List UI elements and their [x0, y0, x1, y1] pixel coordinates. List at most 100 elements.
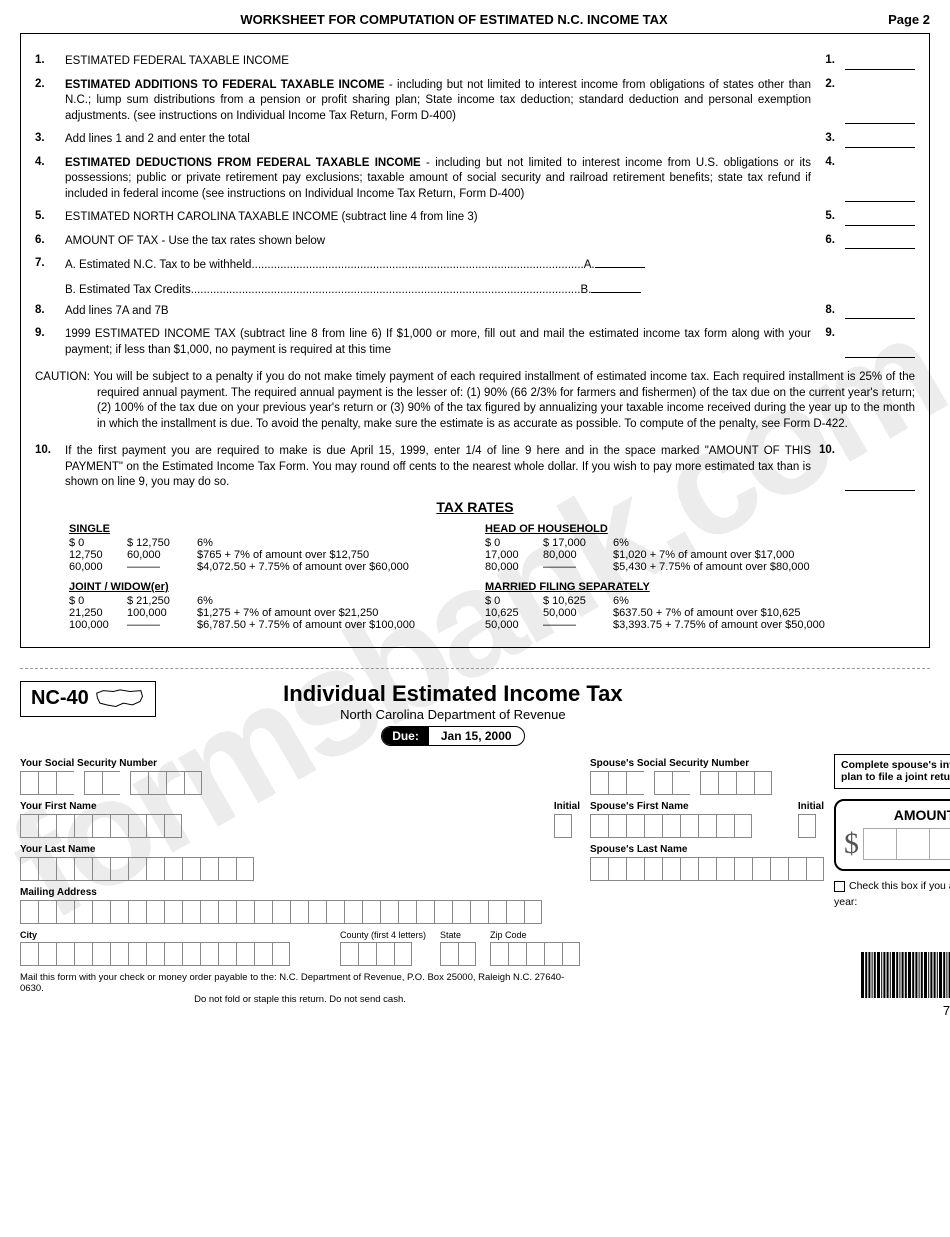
sp-ssn-input[interactable] [590, 771, 824, 795]
amount-title: AMOUNT OF THIS PAYMENT [844, 807, 950, 823]
caution-text: CAUTION: You will be subject to a penalt… [35, 370, 915, 432]
rate-row: $ 0$ 12,7506% [69, 537, 465, 549]
line-7a-mark: A. [584, 259, 595, 271]
single-header: SINGLE [69, 523, 465, 535]
voucher-title: Individual Estimated Income Tax [170, 681, 736, 707]
ssn-input[interactable] [20, 771, 580, 795]
fiscal-check-label: Check this box if you are a fiscal year … [834, 880, 950, 908]
line-7-num: 7. [35, 257, 65, 269]
line-4-lead: ESTIMATED DEDUCTIONS FROM FEDERAL TAXABL… [65, 157, 421, 169]
line-5-blank[interactable] [845, 212, 915, 226]
lname-label: Your Last Name [20, 844, 580, 855]
line-8-text: Add lines 7A and 7B [65, 304, 811, 320]
barcode-number: 7170102001 [834, 1003, 950, 1018]
spouse-note: Complete spouse's information if you and… [834, 754, 950, 789]
line-3-text: Add lines 1 and 2 and enter the total [65, 132, 811, 148]
due-date: Jan 15, 2000 [429, 727, 524, 745]
line-7b-blank[interactable] [591, 282, 641, 293]
sp-fname-input[interactable] [590, 814, 788, 838]
line-2-blank[interactable] [845, 110, 915, 124]
line-4-rnum: 4. [811, 156, 835, 168]
state-label: State [440, 930, 476, 940]
sp-fname-label: Spouse's First Name [590, 801, 788, 812]
joint-header: JOINT / WIDOW(er) [69, 581, 465, 593]
sp-lname-label: Spouse's Last Name [590, 844, 824, 855]
form-number-box: NC-40 [20, 681, 156, 717]
zip-input[interactable] [490, 942, 580, 966]
line-3-blank[interactable] [845, 134, 915, 148]
line-9-blank[interactable] [845, 344, 915, 358]
sp-lname-input[interactable] [590, 857, 824, 881]
page-number: Page 2 [888, 12, 930, 27]
rate-row: $ 0$ 10,6256% [485, 595, 881, 607]
line-1-blank[interactable] [845, 56, 915, 70]
line-6-blank[interactable] [845, 235, 915, 249]
line-4-text: ESTIMATED DEDUCTIONS FROM FEDERAL TAXABL… [65, 156, 811, 203]
rate-row: 17,00080,000$1,020 + 7% of amount over $… [485, 549, 881, 561]
ssn-label: Your Social Security Number [20, 758, 580, 769]
line-5-num: 5. [35, 210, 65, 222]
line-1-rnum: 1. [811, 54, 835, 66]
line-10-num: 10. [35, 444, 65, 456]
line-7a-text: A. Estimated N.C. Tax to be withheld....… [65, 257, 811, 274]
line-8-rnum: 8. [811, 304, 835, 316]
hoh-header: HEAD OF HOUSEHOLD [485, 523, 881, 535]
zip-label: Zip Code [490, 930, 580, 940]
line-2-num: 2. [35, 78, 65, 90]
amount-input[interactable] [863, 828, 950, 860]
line-10-text: If the first payment you are required to… [65, 444, 811, 491]
line-6-text: AMOUNT OF TAX - Use the tax rates shown … [65, 234, 811, 250]
city-input[interactable] [20, 942, 326, 966]
line-8-num: 8. [35, 304, 65, 316]
line-6-rnum: 6. [811, 234, 835, 246]
line-6-num: 6. [35, 234, 65, 246]
line-2-text: ESTIMATED ADDITIONS TO FEDERAL TAXABLE I… [65, 78, 811, 125]
line-10-blank[interactable] [845, 477, 915, 491]
due-pill: Due: Jan 15, 2000 [381, 726, 524, 746]
rate-row: 50,000———$3,393.75 + 7.75% of amount ove… [485, 619, 881, 631]
line-2-rnum: 2. [811, 78, 835, 90]
line-7b-label: B. Estimated Tax Credits [65, 284, 191, 296]
lname-input[interactable] [20, 857, 580, 881]
line-9-num: 9. [35, 327, 65, 339]
line-1-text: ESTIMATED FEDERAL TAXABLE INCOME [65, 54, 811, 70]
rate-row: 10,62550,000$637.50 + 7% of amount over … [485, 607, 881, 619]
line-4-num: 4. [35, 156, 65, 168]
barcode-icon [859, 952, 950, 998]
mail-line1: Mail this form with your check or money … [20, 972, 580, 994]
line-5-text: ESTIMATED NORTH CAROLINA TAXABLE INCOME … [65, 210, 811, 226]
dollar-icon: $ [844, 827, 859, 861]
addr-input[interactable] [20, 900, 580, 924]
line-3-rnum: 3. [811, 132, 835, 144]
line-7b-mark: B. [581, 284, 592, 296]
rate-row: 12,75060,000$765 + 7% of amount over $12… [69, 549, 465, 561]
line-10-rnum: 10. [811, 444, 835, 456]
line-7b-text: B. Estimated Tax Credits................… [65, 282, 811, 296]
line-9-text: 1999 ESTIMATED INCOME TAX (subtract line… [65, 327, 811, 358]
line-8-blank[interactable] [845, 305, 915, 319]
amount-box: AMOUNT OF THIS PAYMENT $ .00 [834, 799, 950, 871]
tax-rates-grid: SINGLE $ 0$ 12,7506%12,75060,000$765 + 7… [35, 523, 915, 637]
sp-ssn-label: Spouse's Social Security Number [590, 758, 824, 769]
line-7a-blank[interactable] [595, 257, 645, 268]
barcode: 7170102001 [834, 952, 950, 1018]
init-label: Initial [554, 801, 580, 812]
mfs-header: MARRIED FILING SEPARATELY [485, 581, 881, 593]
state-input[interactable] [440, 942, 476, 966]
rate-row: 21,250100,000$1,275 + 7% of amount over … [69, 607, 465, 619]
sp-init-input[interactable] [798, 814, 824, 838]
due-label: Due: [382, 727, 429, 745]
fname-label: Your First Name [20, 801, 544, 812]
line-3-num: 3. [35, 132, 65, 144]
fiscal-checkbox[interactable] [834, 881, 845, 892]
line-9-rnum: 9. [811, 327, 835, 339]
fname-input[interactable] [20, 814, 544, 838]
county-input[interactable] [340, 942, 426, 966]
county-label: County (first 4 letters) [340, 930, 426, 940]
line-5-rnum: 5. [811, 210, 835, 222]
init-input[interactable] [554, 814, 580, 838]
rate-row: 80,000———$5,430 + 7.75% of amount over $… [485, 561, 881, 573]
voucher-section: NC-40 Individual Estimated Income Tax No… [20, 681, 930, 1018]
line-4-blank[interactable] [845, 188, 915, 202]
tax-rates-title: TAX RATES [35, 499, 915, 515]
